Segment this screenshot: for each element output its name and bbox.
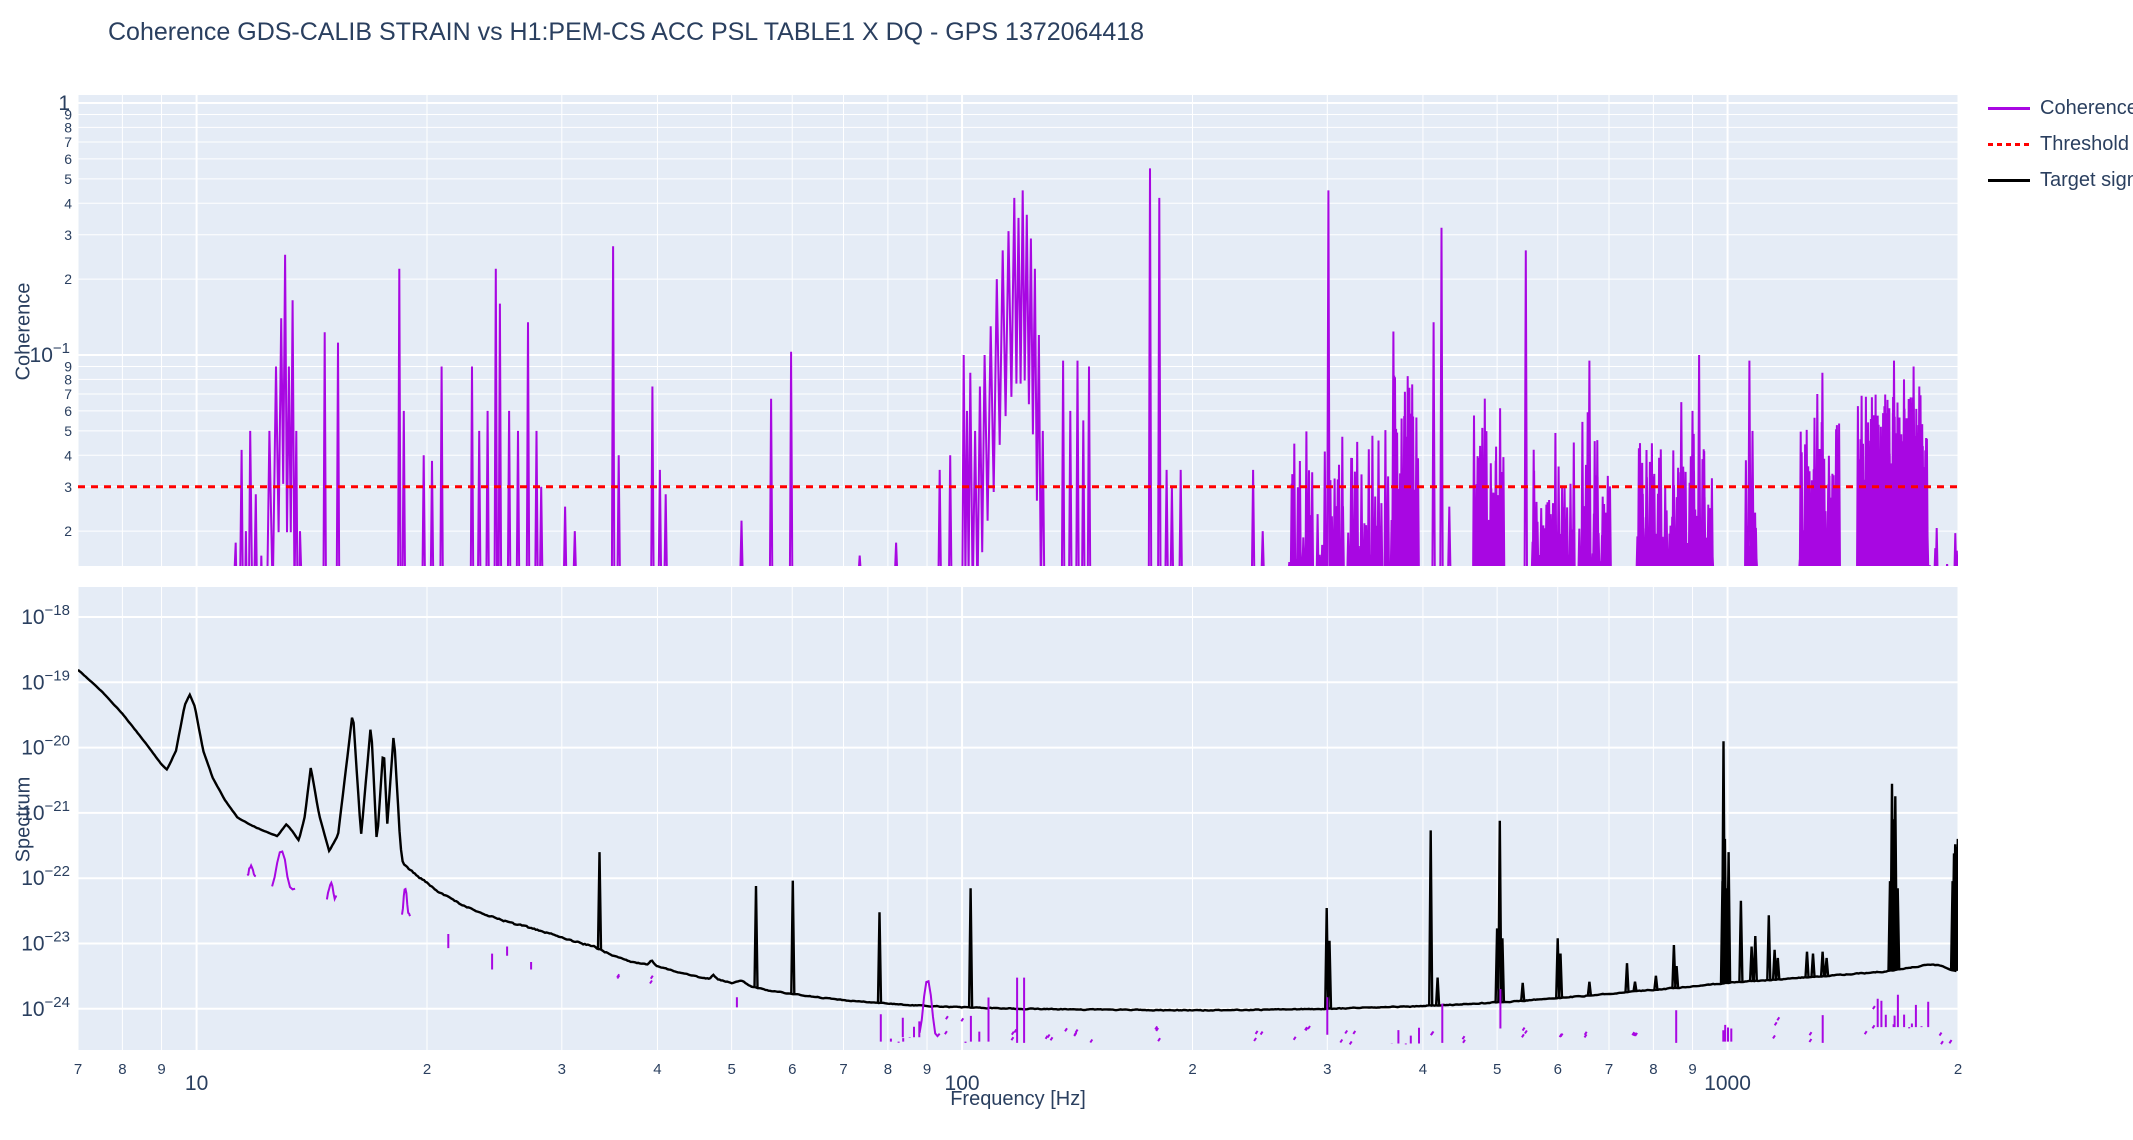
svg-text:3: 3: [64, 479, 72, 495]
svg-text:3: 3: [558, 1061, 566, 1078]
svg-text:6: 6: [788, 1061, 796, 1078]
tick-labels: 7 8 9 2 3 4 5 6 7 8 9 2 3 4 5 6 7 8 9 210 100 100098765432987…: [21, 92, 1962, 1095]
target-signal-line-swatch: [1988, 178, 2030, 182]
svg-text:8: 8: [884, 1061, 892, 1078]
coherence-axis-title: Coherence: [12, 282, 35, 381]
svg-text:7: 7: [64, 134, 72, 150]
svg-text:7: 7: [1605, 1061, 1613, 1078]
svg-text:7: 7: [74, 1061, 82, 1078]
coherence-line-swatch: [1988, 106, 2030, 110]
svg-text:10−24: 10−24: [21, 994, 70, 1021]
svg-text:8: 8: [64, 371, 72, 387]
svg-text:4: 4: [653, 1061, 661, 1078]
threshold-line-swatch: [1988, 142, 2030, 146]
svg-text:1: 1: [58, 92, 70, 115]
svg-text:6: 6: [64, 403, 72, 419]
svg-text:10−22: 10−22: [21, 863, 70, 890]
svg-text:10−1: 10−1: [30, 340, 70, 367]
svg-text:2: 2: [423, 1061, 431, 1078]
spectrum-plot-area[interactable]: [78, 587, 1958, 1050]
page-title: Coherence GDS-CALIB STRAIN vs H1:PEM-CS …: [108, 18, 1145, 46]
svg-text:10−21: 10−21: [21, 798, 70, 825]
legend-item-target-signal[interactable]: Target signal: [1988, 162, 2133, 198]
svg-text:10: 10: [185, 1072, 208, 1095]
svg-text:8: 8: [1649, 1061, 1657, 1078]
svg-text:5: 5: [1493, 1061, 1501, 1078]
legend-label-coherence: Coherence: [2040, 96, 2133, 119]
legend-item-coherence[interactable]: Coherence: [1988, 90, 2133, 126]
svg-text:5: 5: [64, 171, 72, 187]
spectrum-axis-title: Spectrum: [12, 776, 35, 863]
svg-text:5: 5: [64, 423, 72, 439]
legend-label-target-signal: Target signal: [2040, 168, 2133, 191]
svg-text:9: 9: [923, 1061, 931, 1078]
legend-item-threshold[interactable]: Threshold: [1988, 126, 2133, 162]
frequency-axis-title: Frequency [Hz]: [950, 1088, 1086, 1110]
svg-text:3: 3: [1323, 1061, 1331, 1078]
legend: Coherence Threshold Target signal: [1988, 90, 2133, 198]
svg-text:5: 5: [727, 1061, 735, 1078]
svg-text:10−18: 10−18: [21, 602, 70, 629]
svg-text:9: 9: [64, 107, 72, 123]
svg-text:2: 2: [1954, 1061, 1962, 1078]
svg-text:10−20: 10−20: [21, 733, 70, 760]
svg-text:4: 4: [1419, 1061, 1427, 1078]
svg-text:100: 100: [945, 1072, 980, 1095]
svg-text:9: 9: [157, 1061, 165, 1078]
svg-text:10−23: 10−23: [21, 928, 70, 955]
svg-text:10−19: 10−19: [21, 667, 70, 694]
svg-text:8: 8: [64, 119, 72, 135]
svg-text:2: 2: [64, 271, 72, 287]
spectrum-traces: [78, 668, 1958, 1045]
svg-text:2: 2: [1188, 1061, 1196, 1078]
svg-text:3: 3: [64, 227, 72, 243]
svg-text:7: 7: [64, 386, 72, 402]
svg-text:9: 9: [1688, 1061, 1696, 1078]
svg-text:4: 4: [64, 195, 72, 211]
svg-text:2: 2: [64, 523, 72, 539]
svg-text:4: 4: [64, 447, 72, 463]
svg-text:9: 9: [64, 359, 72, 375]
svg-text:8: 8: [118, 1061, 126, 1078]
legend-label-threshold: Threshold: [2040, 132, 2129, 155]
svg-text:7: 7: [839, 1061, 847, 1078]
svg-text:1000: 1000: [1704, 1072, 1751, 1095]
svg-text:6: 6: [1554, 1061, 1562, 1078]
svg-text:6: 6: [64, 151, 72, 167]
